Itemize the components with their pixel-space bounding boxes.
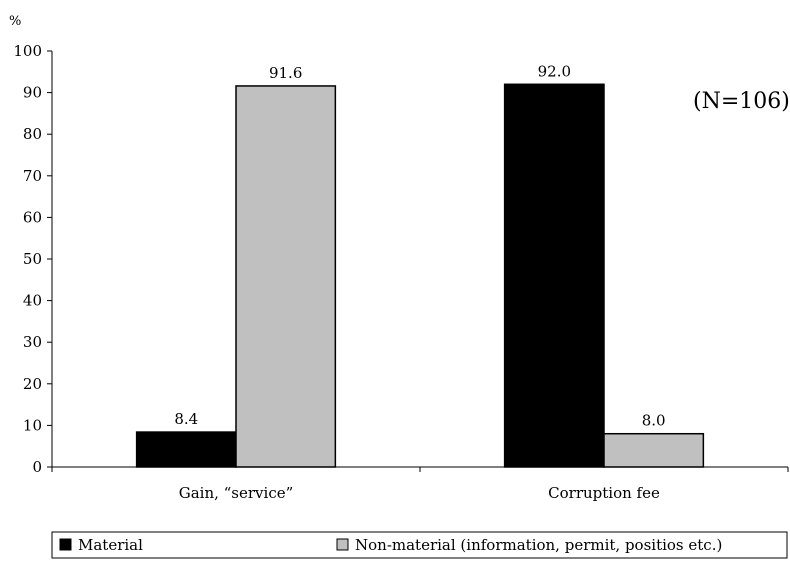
bar-non-material: [235, 85, 337, 468]
y-tick-label: 90: [23, 84, 42, 102]
data-label: 92.0: [538, 62, 571, 80]
bar-non-material: [603, 432, 705, 468]
bar-material: [503, 83, 605, 468]
y-tick-label: 80: [23, 125, 42, 143]
data-label: 91.6: [269, 64, 302, 82]
y-tick-label: 20: [23, 375, 42, 393]
category-labels: Gain, “service” Corruption fee: [179, 484, 660, 502]
y-tick-label: 100: [13, 42, 42, 60]
bar-material: [135, 431, 237, 468]
data-labels: 8.4 91.6 92.0 8.0: [174, 62, 665, 429]
legend-label-material: Material: [78, 536, 143, 554]
sample-size-annotation: (N=106): [693, 89, 790, 114]
legend-box: [51, 531, 788, 559]
data-label: 8.4: [174, 410, 198, 428]
y-tick-label: 30: [23, 333, 42, 351]
category-label: Gain, “service”: [179, 484, 294, 502]
y-tick-label: 60: [23, 208, 42, 226]
legend-label-non-material: Non-material (information, permit, posit…: [355, 536, 722, 554]
legend-swatch-non-material: [336, 538, 349, 551]
legend: Material Non-material (information, perm…: [51, 531, 788, 559]
y-axis: 0 10 20 30 40 50 60 70 80 90 100: [13, 42, 53, 476]
y-tick-label: 50: [23, 250, 42, 268]
bars: [135, 83, 705, 468]
data-label: 8.0: [642, 412, 666, 430]
legend-swatch-material: [59, 538, 72, 551]
y-tick-label: 10: [23, 416, 42, 434]
y-tick-label: 0: [32, 458, 42, 476]
y-unit-label: %: [9, 14, 21, 29]
y-tick-label: 70: [23, 167, 42, 185]
y-tick-label: 40: [23, 292, 42, 310]
category-label: Corruption fee: [548, 484, 660, 502]
